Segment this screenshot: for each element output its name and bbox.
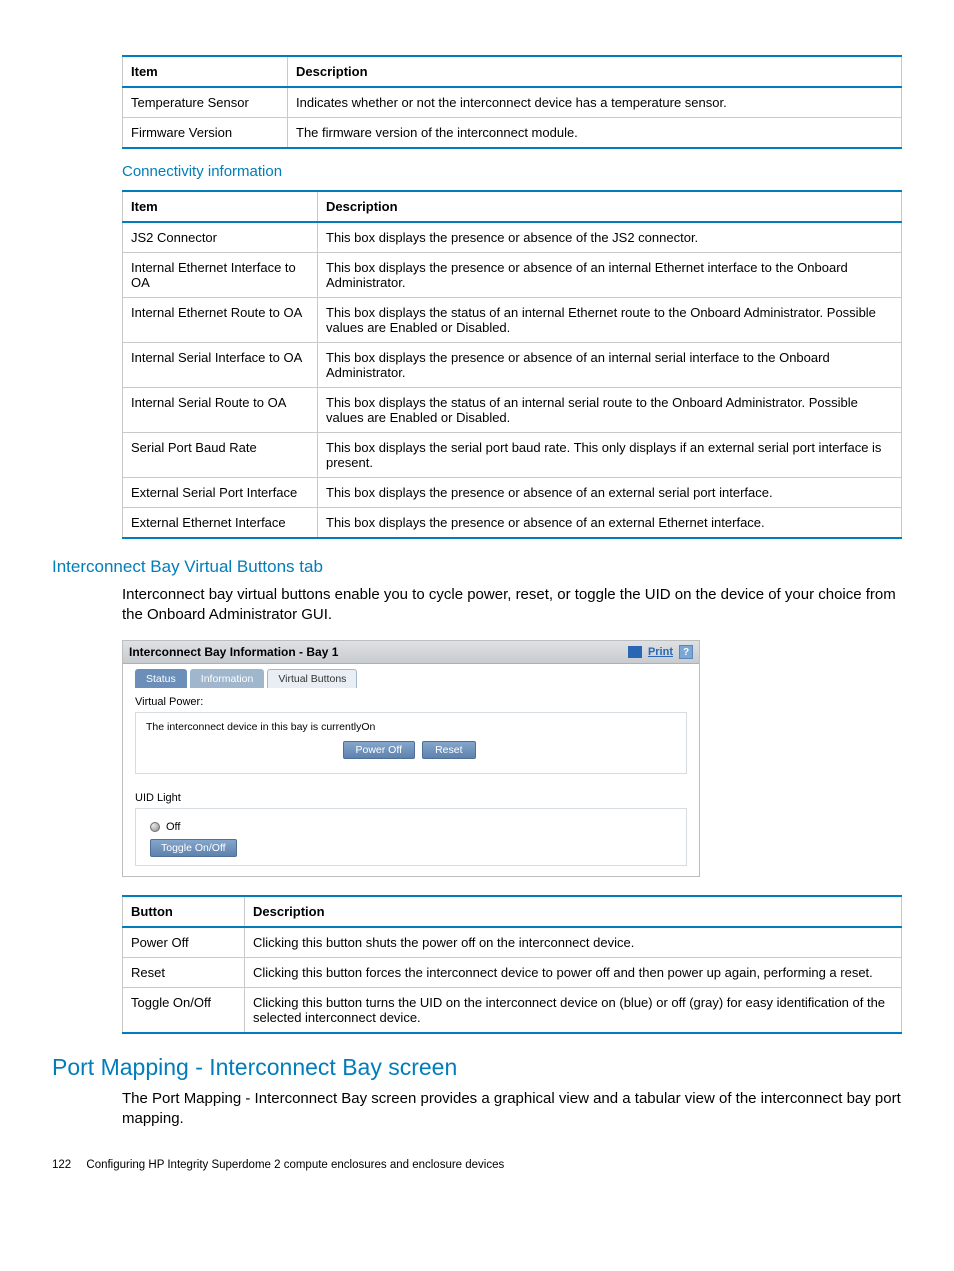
table-header: Description (245, 896, 902, 927)
tab-virtual-buttons[interactable]: Virtual Buttons (267, 669, 357, 688)
table-cell: This box displays the presence or absenc… (318, 222, 902, 253)
table-cell: This box displays the presence or absenc… (318, 343, 902, 388)
table-cell: Firmware Version (123, 118, 288, 149)
help-icon[interactable]: ? (679, 645, 693, 659)
table-header: Button (123, 896, 245, 927)
connectivity-table: Item Description JS2 ConnectorThis box d… (122, 190, 902, 539)
table-cell: Internal Serial Interface to OA (123, 343, 318, 388)
tab-status[interactable]: Status (135, 669, 187, 688)
table-cell: This box displays the presence or absenc… (318, 508, 902, 539)
port-mapping-body: The Port Mapping - Interconnect Bay scre… (122, 1089, 902, 1130)
footer-text: Configuring HP Integrity Superdome 2 com… (86, 1159, 504, 1171)
virtual-power-label: Virtual Power: (123, 688, 699, 710)
page-footer: 122 Configuring HP Integrity Superdome 2… (52, 1159, 902, 1171)
table-cell: This box displays the presence or absenc… (318, 253, 902, 298)
table-cell: Indicates whether or not the interconnec… (288, 87, 902, 118)
table-cell: Reset (123, 957, 245, 987)
toggle-uid-button[interactable]: Toggle On/Off (150, 839, 237, 857)
table-cell: Internal Serial Route to OA (123, 388, 318, 433)
table-cell: Clicking this button forces the intercon… (245, 957, 902, 987)
table-cell: The firmware version of the interconnect… (288, 118, 902, 149)
port-mapping-heading: Port Mapping - Interconnect Bay screen (52, 1054, 902, 1081)
table-header: Description (288, 56, 902, 87)
table-cell: External Serial Port Interface (123, 478, 318, 508)
virtual-buttons-body: Interconnect bay virtual buttons enable … (122, 585, 902, 626)
table-cell: Temperature Sensor (123, 87, 288, 118)
table-cell: External Ethernet Interface (123, 508, 318, 539)
table-cell: Clicking this button shuts the power off… (245, 927, 902, 958)
table-cell: Clicking this button turns the UID on th… (245, 987, 902, 1033)
table-cell: This box displays the status of an inter… (318, 388, 902, 433)
table-cell: This box displays the presence or absenc… (318, 478, 902, 508)
table-header: Item (123, 56, 288, 87)
print-icon[interactable] (628, 646, 642, 658)
print-link[interactable]: Print (648, 646, 673, 658)
tab-information[interactable]: Information (190, 669, 265, 688)
table-cell: Toggle On/Off (123, 987, 245, 1033)
table-header: Item (123, 191, 318, 222)
power-off-button[interactable]: Power Off (343, 741, 416, 759)
panel-title: Interconnect Bay Information - Bay 1 (129, 645, 338, 659)
table-cell: This box displays the status of an inter… (318, 298, 902, 343)
interconnect-properties-table: Item Description Temperature SensorIndic… (122, 55, 902, 149)
uid-led-icon (150, 822, 160, 832)
connectivity-heading: Connectivity information (122, 163, 902, 180)
table-cell: Internal Ethernet Route to OA (123, 298, 318, 343)
virtual-buttons-screenshot: Interconnect Bay Information - Bay 1 Pri… (122, 640, 700, 877)
table-cell: This box displays the serial port baud r… (318, 433, 902, 478)
virtual-buttons-heading: Interconnect Bay Virtual Buttons tab (52, 557, 902, 577)
table-cell: Serial Port Baud Rate (123, 433, 318, 478)
virtual-buttons-table: Button Description Power OffClicking thi… (122, 895, 902, 1034)
reset-button[interactable]: Reset (422, 741, 475, 759)
table-cell: Power Off (123, 927, 245, 958)
table-cell: Internal Ethernet Interface to OA (123, 253, 318, 298)
page-number: 122 (52, 1159, 71, 1171)
table-cell: JS2 Connector (123, 222, 318, 253)
table-header: Description (318, 191, 902, 222)
uid-light-label: UID Light (123, 784, 699, 806)
vp-status-text: The interconnect device in this bay is c… (146, 721, 676, 733)
uid-state: Off (166, 821, 180, 833)
